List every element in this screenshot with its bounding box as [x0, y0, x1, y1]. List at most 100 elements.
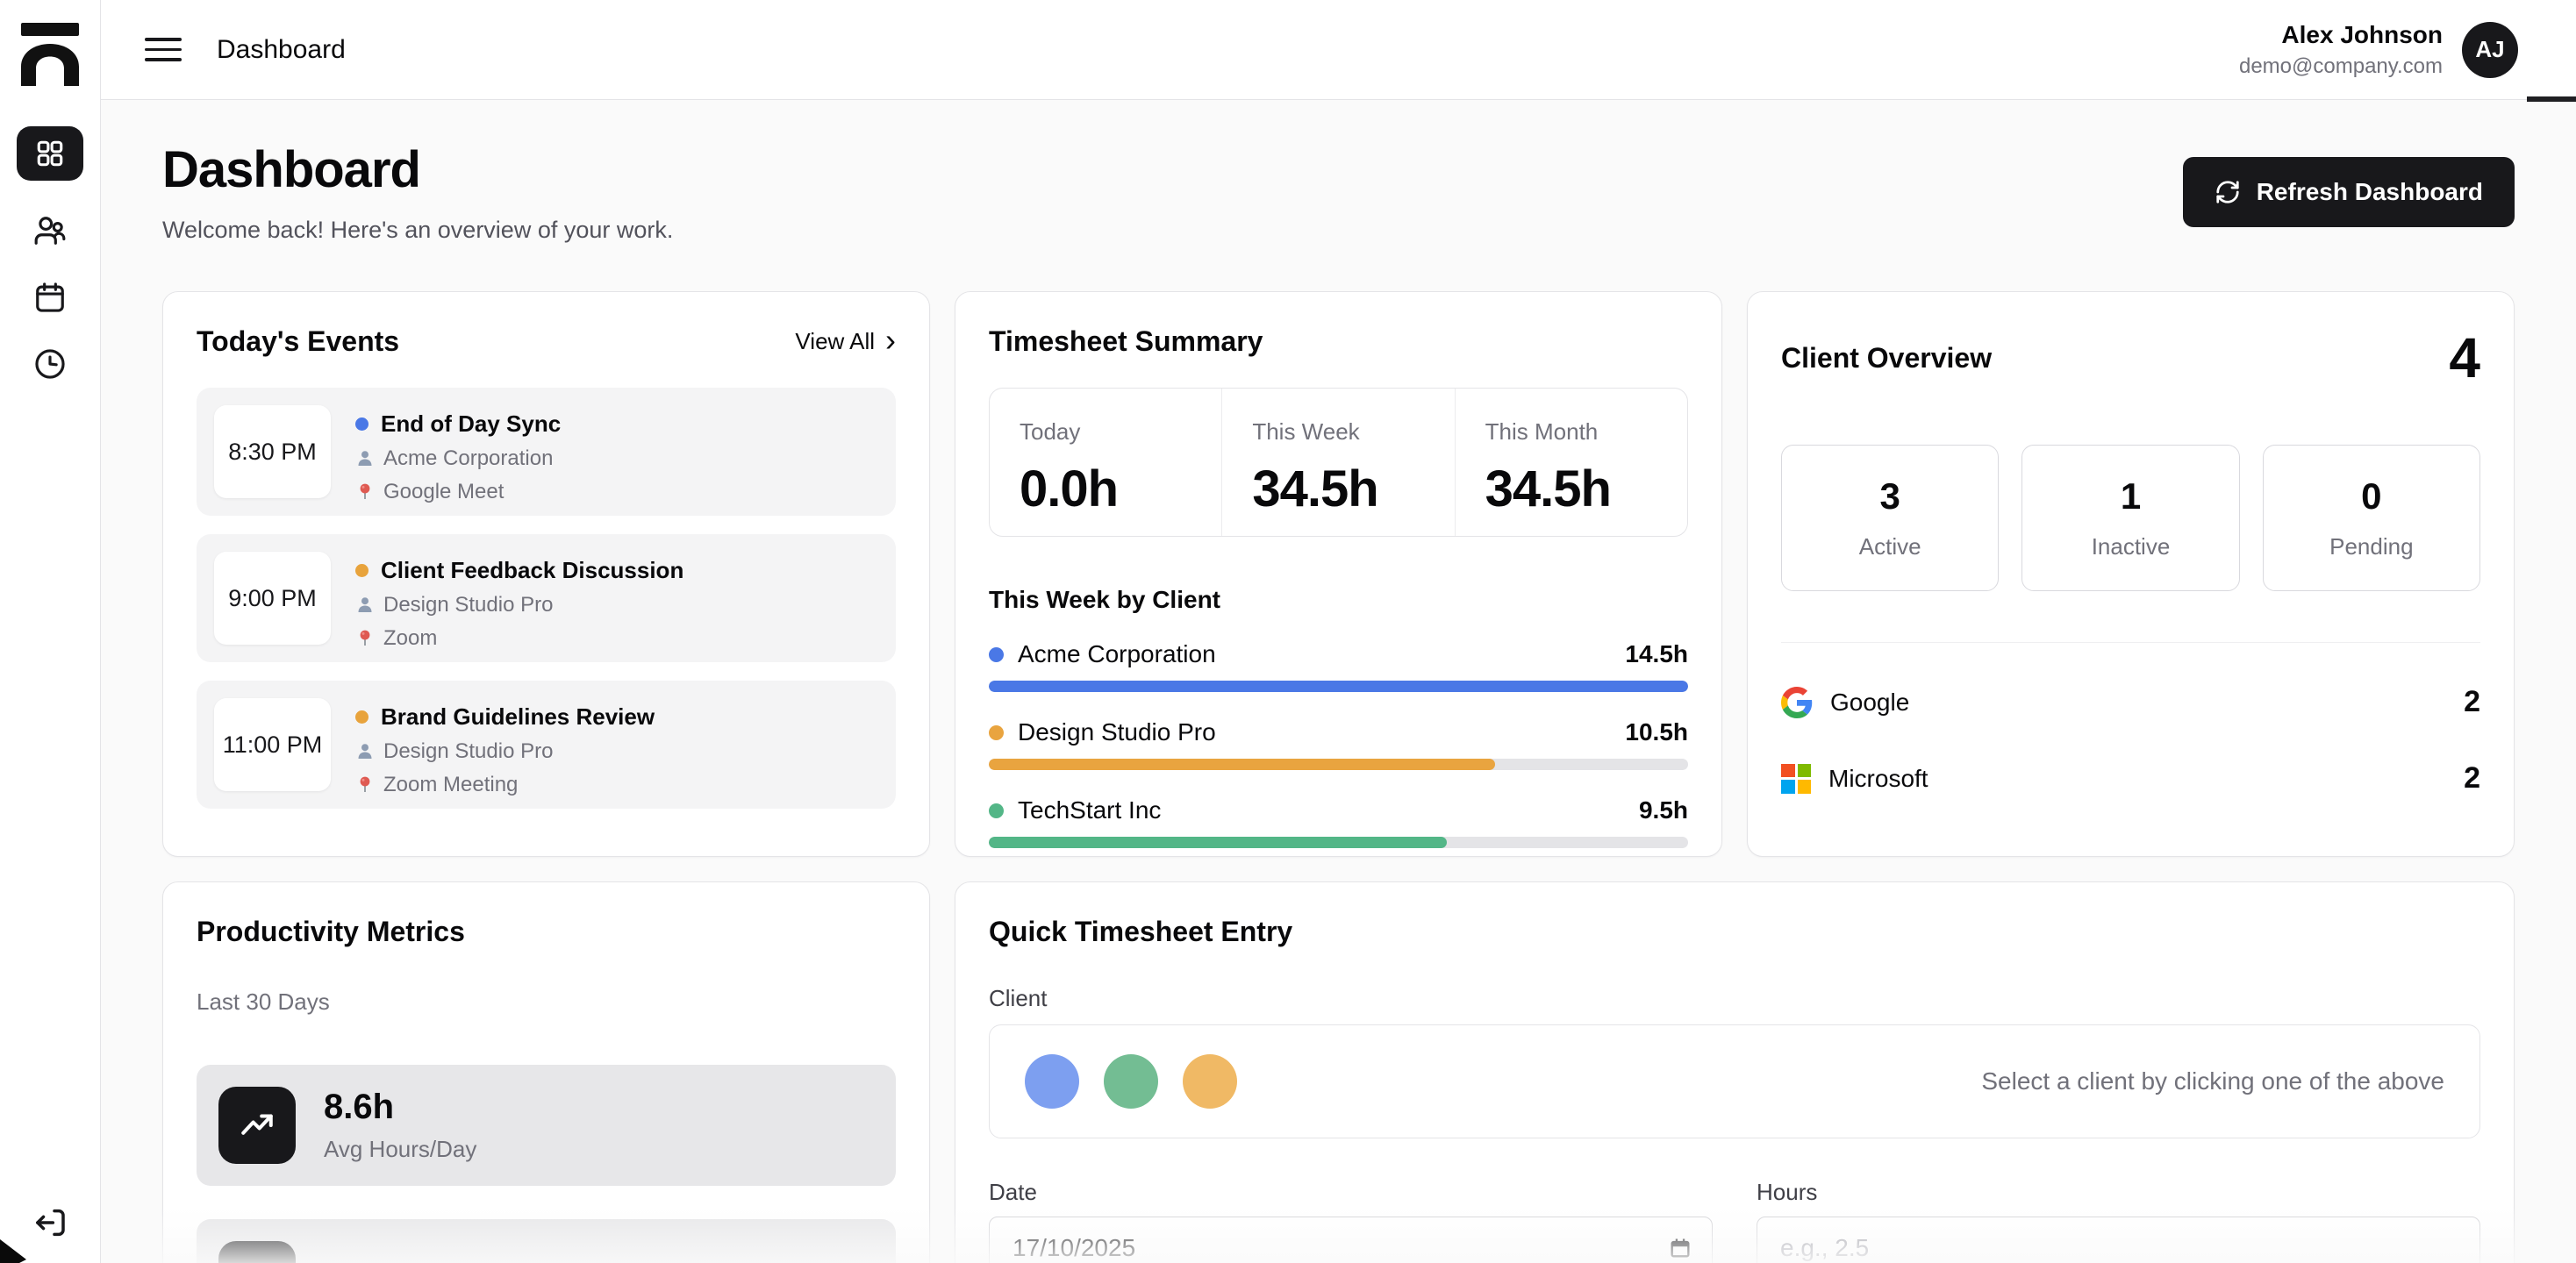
- user-menu[interactable]: Alex Johnson demo@company.com AJ: [2239, 21, 2518, 79]
- sidebar: [0, 0, 101, 1263]
- stat-this-week: This Week 34.5h: [1221, 389, 1454, 536]
- by-client-title: This Week by Client: [989, 586, 1688, 614]
- sidebar-nav: [0, 126, 100, 381]
- logout-button[interactable]: [32, 1205, 68, 1240]
- view-all-link[interactable]: View All ›: [795, 328, 896, 355]
- user-name: Alex Johnson: [2239, 21, 2443, 49]
- progress-fill: [989, 759, 1495, 770]
- client-option-orange[interactable]: [1183, 1054, 1237, 1109]
- productivity-metrics-card: Productivity Metrics Last 30 Days 8.6h A…: [162, 881, 930, 1263]
- hours-field-label: Hours: [1757, 1179, 2480, 1206]
- calendar-icon: [33, 281, 67, 314]
- timesheet-summary-card: Timesheet Summary Today 0.0h This Week 3…: [955, 291, 1722, 857]
- client-hours-row: Acme Corporation 14.5h: [989, 640, 1688, 692]
- event-row[interactable]: 9:00 PM Client Feedback Discussion Desig…: [197, 534, 896, 662]
- event-time: 8:30 PM: [214, 405, 331, 498]
- grid-icon: [35, 139, 65, 168]
- date-input-wrap: [989, 1217, 1713, 1263]
- provider-row-microsoft: Microsoft 2: [1781, 761, 2480, 796]
- timesheet-card-title: Timesheet Summary: [989, 325, 1688, 358]
- client-selector: Select a client by clicking one of the a…: [989, 1024, 2480, 1138]
- client-overview-title: Client Overview: [1781, 342, 1992, 375]
- menu-toggle-button[interactable]: [145, 31, 182, 68]
- timesheet-stats: Today 0.0h This Week 34.5h This Month 34…: [989, 388, 1688, 537]
- progress-track: [989, 759, 1688, 770]
- event-location: Zoom Meeting: [383, 773, 518, 797]
- pending-clients-box: 0 Pending: [2263, 445, 2480, 591]
- progress-track: [989, 681, 1688, 692]
- events-list: 8:30 PM End of Day Sync Acme Corporation: [197, 388, 896, 809]
- client-option-green[interactable]: [1104, 1054, 1158, 1109]
- event-location: Zoom: [383, 626, 437, 651]
- event-row[interactable]: 8:30 PM End of Day Sync Acme Corporation: [197, 388, 896, 516]
- event-title: Brand Guidelines Review: [381, 703, 655, 731]
- client-hours-row: Design Studio Pro 10.5h: [989, 718, 1688, 770]
- app-logo: [21, 23, 79, 86]
- topbar-title: Dashboard: [217, 35, 346, 65]
- event-time: 11:00 PM: [214, 698, 331, 791]
- quick-entry-title: Quick Timesheet Entry: [989, 916, 2480, 948]
- user-email: demo@company.com: [2239, 54, 2443, 79]
- avatar[interactable]: AJ: [2462, 22, 2518, 78]
- client-color-dot: [989, 803, 1004, 818]
- quick-timesheet-entry-card: Quick Timesheet Entry Client Select a cl…: [955, 881, 2515, 1263]
- progress-fill: [989, 681, 1688, 692]
- by-client-rows: Acme Corporation 14.5h Design Studio Pro…: [989, 640, 1688, 848]
- hours-input-wrap: [1757, 1217, 2480, 1263]
- inactive-clients-box: 1 Inactive: [2021, 445, 2239, 591]
- google-icon: [1781, 687, 1813, 718]
- metric-avg-hours: 8.6h Avg Hours/Day: [197, 1065, 896, 1186]
- sidebar-item-timesheets[interactable]: [33, 347, 67, 381]
- client-total-count: 4: [2449, 325, 2480, 390]
- page-title: Dashboard: [162, 140, 673, 199]
- client-hours-row: TechStart Inc 9.5h: [989, 796, 1688, 848]
- logo-bar-icon: [21, 23, 79, 36]
- stat-today: Today 0.0h: [990, 389, 1221, 536]
- person-icon: [355, 449, 375, 468]
- client-color-dot: [989, 647, 1004, 662]
- progress-fill: [989, 837, 1447, 848]
- event-status-dot: [355, 564, 369, 577]
- logout-icon: [32, 1205, 68, 1240]
- progress-track: [989, 837, 1688, 848]
- sidebar-item-calendar[interactable]: [33, 281, 67, 314]
- event-location: Google Meet: [383, 480, 504, 504]
- pin-icon: [355, 482, 375, 502]
- events-card-title: Today's Events: [197, 325, 399, 358]
- clock-icon: [33, 347, 67, 381]
- chevron-right-icon: ›: [885, 329, 896, 352]
- trending-up-icon: [239, 1107, 275, 1144]
- client-overview-card: Client Overview 4 3 Active 1 Inactive 0 …: [1747, 291, 2515, 857]
- date-input[interactable]: [1013, 1234, 1689, 1262]
- divider: [1781, 642, 2480, 643]
- event-row[interactable]: 11:00 PM Brand Guidelines Review Design …: [197, 681, 896, 809]
- microsoft-icon: [1781, 764, 1811, 794]
- pin-icon: [355, 629, 375, 648]
- client-option-blue[interactable]: [1025, 1054, 1079, 1109]
- provider-row-google: Google 2: [1781, 685, 2480, 719]
- event-client: Design Studio Pro: [383, 593, 553, 617]
- event-status-dot: [355, 710, 369, 724]
- main-content: Dashboard Welcome back! Here's an overvi…: [101, 100, 2576, 1263]
- person-icon: [355, 742, 375, 761]
- pin-icon: [355, 775, 375, 795]
- active-clients-box: 3 Active: [1781, 445, 1999, 591]
- event-title: Client Feedback Discussion: [381, 557, 683, 584]
- scrollbar-thumb[interactable]: [2527, 96, 2576, 102]
- todays-events-card: Today's Events View All › 8:30 PM End of…: [162, 291, 930, 857]
- client-field-label: Client: [989, 985, 2480, 1012]
- page-header: Dashboard Welcome back! Here's an overvi…: [162, 140, 2515, 244]
- sidebar-item-dashboard[interactable]: [17, 126, 83, 181]
- refresh-dashboard-button[interactable]: Refresh Dashboard: [2183, 157, 2515, 227]
- mouse-cursor: [0, 1230, 30, 1263]
- sidebar-item-clients[interactable]: [33, 214, 67, 247]
- event-status-dot: [355, 417, 369, 431]
- event-title: End of Day Sync: [381, 410, 561, 438]
- event-time: 9:00 PM: [214, 552, 331, 645]
- hamburger-icon: [145, 38, 182, 41]
- person-icon: [355, 596, 375, 615]
- logo-arch-icon: [21, 42, 79, 86]
- stat-this-month: This Month 34.5h: [1455, 389, 1687, 536]
- hours-input[interactable]: [1780, 1234, 2457, 1262]
- calendar-picker-icon[interactable]: [1668, 1236, 1692, 1260]
